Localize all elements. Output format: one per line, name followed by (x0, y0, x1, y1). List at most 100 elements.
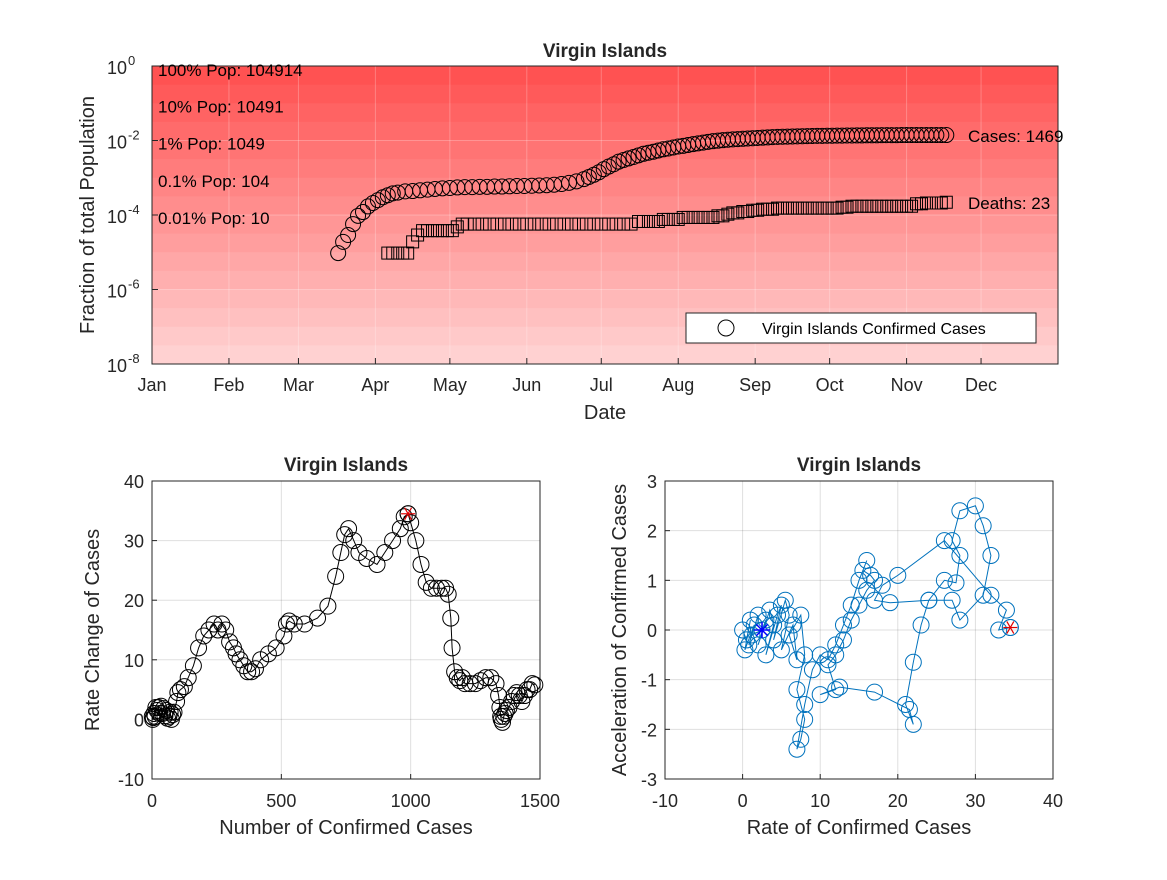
population-band (152, 289, 1058, 309)
case-marker (359, 198, 376, 215)
legend-box (685, 312, 1037, 344)
cases-annotation: Cases: 1469 (968, 127, 1063, 146)
left-axes-box (151, 480, 541, 780)
top-y-tick-base: 10 (107, 356, 127, 376)
right-marker (765, 616, 783, 634)
left-marker (195, 627, 213, 645)
right-marker (943, 591, 961, 609)
death-marker (490, 217, 504, 231)
left-highlight-point (399, 505, 417, 523)
left-marker (175, 678, 193, 696)
top-x-tick-label: Apr (361, 375, 389, 395)
death-marker (520, 217, 534, 231)
population-band (152, 66, 1058, 86)
death-marker (671, 212, 685, 226)
population-band (152, 177, 1058, 197)
right-marker (982, 586, 1000, 604)
right-marker (780, 606, 798, 624)
left-marker (345, 532, 363, 550)
left-marker (492, 710, 510, 728)
top-y-tick-base: 10 (107, 133, 127, 153)
right-marker (897, 696, 915, 713)
case-marker (330, 245, 347, 262)
right-marker (788, 681, 806, 699)
right-marker (740, 636, 758, 654)
right-marker (831, 678, 849, 696)
right-marker (736, 641, 754, 659)
left-highlight-asterisk (404, 507, 413, 521)
right-marker (780, 626, 798, 644)
left-marker (433, 579, 451, 597)
right-x-tick-label: 30 (965, 791, 985, 811)
left-marker (179, 669, 197, 687)
case-marker (605, 156, 622, 173)
right-points (734, 497, 1019, 758)
left-highlight-circle (399, 505, 417, 523)
top-population-bands (152, 66, 1058, 365)
right-marker (966, 497, 984, 515)
left-marker (319, 597, 337, 615)
right-marker (889, 566, 907, 584)
left-marker (309, 609, 327, 627)
death-marker (721, 207, 735, 221)
death-marker (934, 196, 948, 210)
right-y-tick-label: 3 (647, 472, 657, 492)
death-marker (572, 217, 586, 231)
left-x-tick-label: 1000 (391, 791, 431, 811)
death-marker (468, 217, 482, 231)
right-marker (834, 631, 852, 649)
left-marker (391, 520, 409, 538)
left-marker (376, 544, 394, 562)
death-marker (550, 217, 564, 231)
left-title: Virgin Islands (284, 455, 408, 476)
left-marker (428, 579, 446, 597)
right-marker (990, 621, 1008, 639)
death-marker (497, 217, 511, 231)
left-marker (417, 573, 435, 591)
top-y-tick-exponent: 0 (128, 53, 135, 68)
death-marker (905, 199, 919, 213)
case-marker (354, 204, 371, 221)
top-x-tick-label: Feb (213, 375, 244, 395)
right-start-asterisk (755, 623, 769, 637)
left-marker (407, 532, 425, 550)
left-marker (384, 532, 402, 550)
top-ticks (151, 65, 982, 365)
right-marker (935, 571, 953, 589)
left-marker (243, 663, 261, 681)
right-marker (796, 710, 814, 728)
right-x-tick-label: -10 (652, 791, 678, 811)
top-y-tick-exponent: -8 (128, 351, 140, 366)
population-band (152, 345, 1058, 365)
right-end-asterisk (1006, 621, 1015, 634)
top-x-tick-label: Dec (965, 375, 997, 395)
case-marker (590, 164, 607, 181)
right-x-axis-label: Rate of Confirmed Cases (747, 817, 972, 839)
right-marker (788, 740, 806, 758)
death-marker (766, 202, 780, 216)
population-band (152, 140, 1058, 160)
top-population-labels: 100% Pop: 104914 10% Pop: 10491 1% Pop: 10… (158, 61, 303, 228)
left-x-axis-label: Number of Confirmed Cases (219, 817, 472, 839)
top-x-tick-label: Mar (283, 375, 314, 395)
right-marker (974, 517, 992, 535)
case-marker (340, 227, 357, 244)
case-marker (364, 194, 381, 211)
top-deaths-series (381, 195, 953, 260)
top-x-tick-label: Jan (137, 375, 166, 395)
right-y-tick-label: -1 (641, 671, 657, 691)
case-marker (928, 127, 945, 144)
left-marker (327, 567, 345, 585)
left-marker (332, 544, 350, 562)
legend-circle-marker (717, 319, 735, 337)
death-marker (594, 217, 608, 231)
right-marker (982, 547, 1000, 564)
left-marker (164, 706, 182, 724)
right-y-tick-label: -2 (641, 720, 657, 740)
right-end-circle (1001, 619, 1019, 637)
death-marker (411, 228, 425, 242)
top-x-tick-label: Jul (590, 375, 613, 395)
